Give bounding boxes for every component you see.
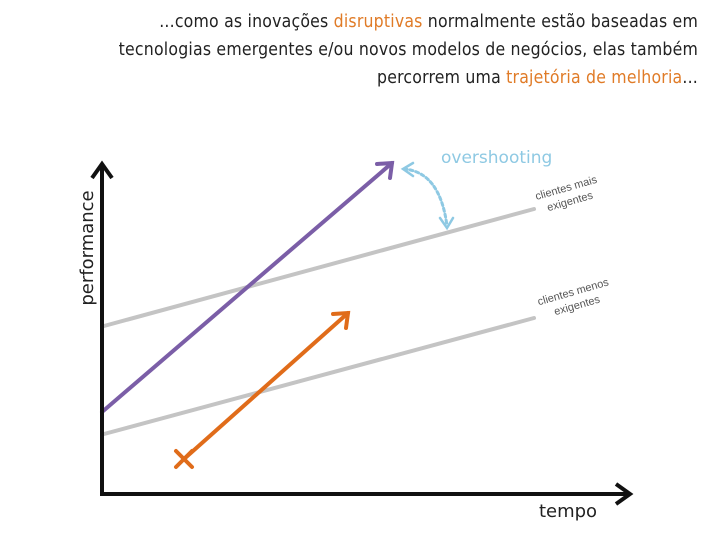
y-axis [90,160,114,494]
sustaining-trajectory-arrow [100,160,395,414]
title-line-1: ...como as inovações disruptivas normalm… [22,8,698,36]
low-demand-line [102,316,536,436]
y-axis-label: performance [77,190,98,305]
high-demand-line [102,207,536,328]
overshooting-arrow [400,161,455,231]
title-line-3: percorrem uma trajetória de melhoria... [22,64,698,92]
disruptive-trajectory-arrow [174,310,351,469]
low-demand-label: clientes menos exigentes [536,276,610,318]
title-line-2: tecnologias emergentes e/ou novos modelo… [118,40,698,60]
high-demand-label: clientes mais exigentes [534,174,599,214]
title-text: ...como as inovações [159,12,334,32]
title: ...como as inovações disruptivas normalm… [22,8,698,92]
disruptive-start-marker [174,449,194,469]
x-axis-label: tempo [539,501,597,522]
overshooting-label: overshooting [441,148,552,168]
title-highlight-disruptivas: disruptivas [333,12,423,32]
x-axis [100,482,634,506]
title-text: ... [682,68,698,88]
title-highlight-trajetoria: trajetória de melhoria [506,68,683,88]
title-text: percorrem uma [377,68,507,88]
title-text: normalmente estão baseadas em [422,12,698,32]
